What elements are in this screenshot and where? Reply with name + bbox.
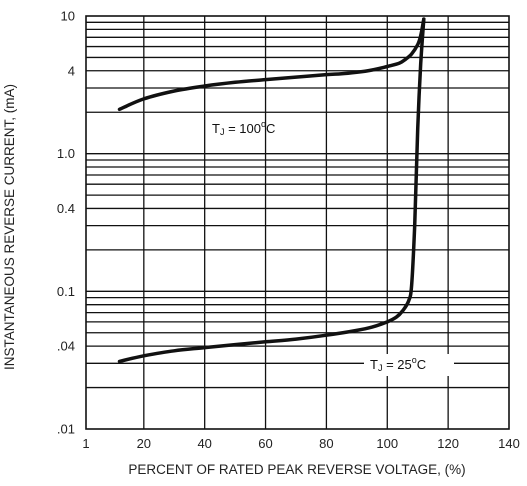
x-axis-label: PERCENT OF RATED PEAK REVERSE VOLTAGE, (… xyxy=(128,462,465,477)
x-tick-label: 60 xyxy=(258,436,272,451)
series-line-tj-100c xyxy=(117,17,426,112)
annotations: TJ = 100oC TJ = 25oC xyxy=(212,119,454,376)
x-tick-label: 120 xyxy=(437,436,459,451)
annotation-backdrop xyxy=(364,354,454,376)
x-tick-label: 40 xyxy=(197,436,211,451)
y-tick-label: 1.0 xyxy=(57,146,75,161)
y-tick-label: 4 xyxy=(68,63,75,78)
y-tick-label: 10 xyxy=(61,9,75,24)
y-axis-label: INSTANTANEOUS REVERSE CURRENT, (mA) xyxy=(2,84,17,370)
y-tick-label: 0.4 xyxy=(57,201,75,216)
x-tick-label: 140 xyxy=(498,436,520,451)
annotation-label: TJ = 25oC xyxy=(370,355,426,373)
x-tick-label: 20 xyxy=(137,436,151,451)
x-tick-label: 1 xyxy=(82,436,89,451)
x-tick-label: 100 xyxy=(376,436,398,451)
y-tick-label: .04 xyxy=(57,339,75,354)
curves xyxy=(117,17,426,364)
x-tick-label: 80 xyxy=(319,436,333,451)
grid-lines xyxy=(85,15,510,430)
plot-frame xyxy=(85,15,510,430)
y-tick-label: .01 xyxy=(57,422,75,437)
y-tick-label: 0.1 xyxy=(57,284,75,299)
series-line-tj-25c xyxy=(117,17,426,364)
annotation-label: TJ = 100oC xyxy=(212,119,275,137)
